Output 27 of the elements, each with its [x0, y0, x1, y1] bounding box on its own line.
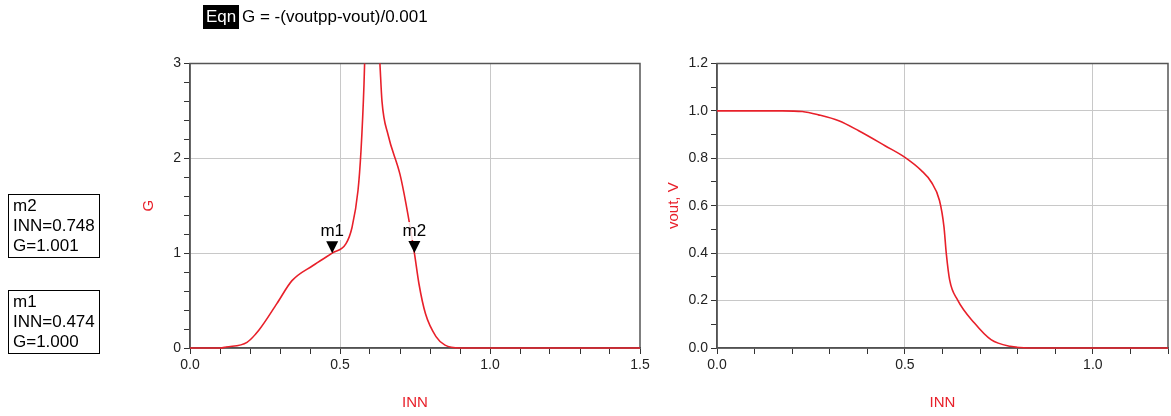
- text: m1 INN=0.474 G=1.000: [8, 290, 100, 354]
- x-tick-label: 1.0: [480, 356, 500, 373]
- y-tick-label: 1.2: [688, 54, 709, 71]
- y-tick-label: 0.2: [688, 291, 709, 308]
- x-tick-label: 1.0: [1083, 356, 1103, 373]
- y-tick-label: 0.8: [688, 149, 709, 166]
- annotation: m2: [402, 221, 427, 241]
- y-tick-label: 0.0: [688, 338, 709, 355]
- y-tick-label: 0.4: [688, 243, 709, 260]
- y-tick-label: 0.6: [688, 196, 709, 213]
- y-tick-label: 1.0: [688, 101, 709, 118]
- x-tick-label: 0.0: [707, 356, 727, 373]
- y-tick-label: 0: [173, 338, 182, 355]
- x-tick-label: 0.5: [330, 356, 350, 373]
- x-axis-title: INN: [402, 393, 428, 411]
- chart-title: G = -(voutpp-vout)/0.001: [242, 7, 428, 27]
- x-axis-title: INN: [929, 393, 956, 411]
- y-tick-label: 3: [173, 54, 182, 71]
- y-axis-title: G: [139, 199, 157, 212]
- y-tick-label: 2: [173, 149, 182, 166]
- y-axis-title: vout, V: [664, 182, 682, 230]
- y-tick-label: 1: [173, 243, 182, 260]
- text: m2 INN=0.748 G=1.001: [8, 194, 100, 258]
- text: Eqn: [203, 5, 240, 29]
- x-tick-label: 1.5: [630, 356, 650, 373]
- x-tick-label: 0.5: [895, 356, 915, 373]
- annotation: m1: [320, 221, 344, 241]
